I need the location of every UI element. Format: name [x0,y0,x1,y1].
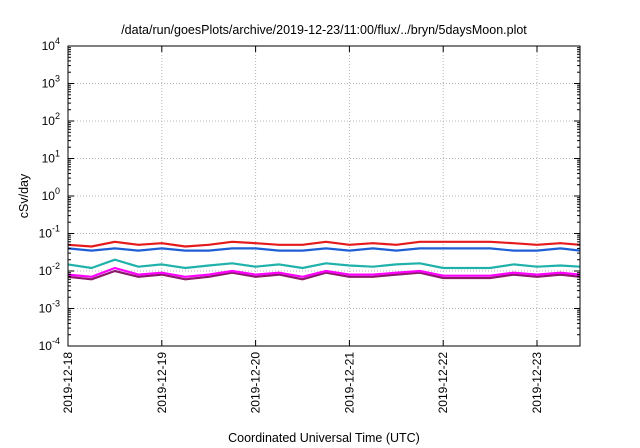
series-line-5 [67,269,581,281]
y-axis-label: cSv/day [17,173,31,218]
x-tick-label: 2019-12-19 [155,352,169,414]
series-group [67,240,581,281]
y-tick-label: 100 [42,186,60,203]
y-tick-label: 10-3 [39,299,60,316]
y-tick-label: 10-2 [39,261,60,278]
series-line-4 [67,266,581,278]
series-line-3 [67,258,581,270]
x-tick-label: 2019-12-18 [61,352,75,414]
chart-title: /data/run/goesPlots/archive/2019-12-23/1… [121,23,527,37]
x-tick-label: 2019-12-23 [530,352,544,414]
ticks: 10-4 10-3 10-2 10-1 100 101 102 103 104 2019-12-1… [39,36,580,413]
x-tick-label: 2019-12-21 [342,352,356,414]
x-tick-label: 2019-12-22 [436,352,450,414]
x-axis-label: Coordinated Universal Time (UTC) [228,431,420,445]
y-tick-label: 101 [42,149,60,166]
y-tick-label: 10-4 [39,336,60,353]
grid [67,46,580,346]
y-tick-label: 103 [42,74,60,91]
y-tick-label: 104 [42,36,60,53]
series-line-1 [67,240,581,248]
x-tick-label: 2019-12-20 [249,352,263,414]
y-tick-label: 102 [42,111,60,128]
y-tick-label: 10-1 [39,224,60,241]
series-line-2 [67,247,581,252]
